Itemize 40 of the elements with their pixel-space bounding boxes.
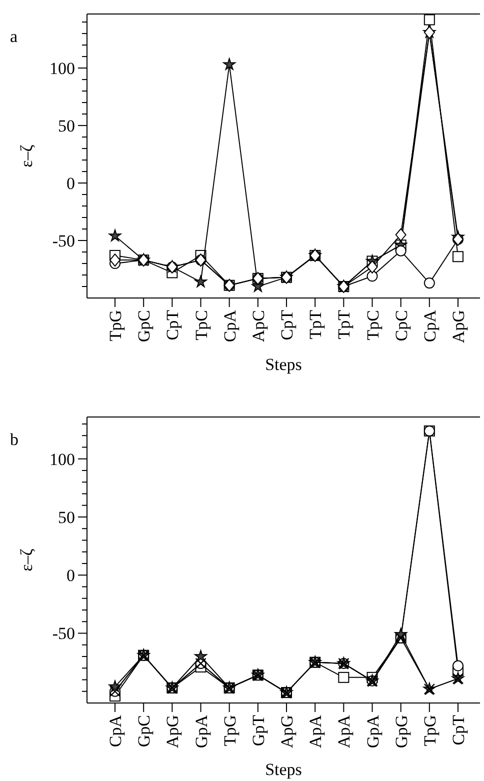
x-tick-label: GpT xyxy=(248,714,268,746)
x-tick-label: ApG xyxy=(163,715,182,748)
x-tick-label: GpA xyxy=(363,714,382,748)
x-axis-title: Steps xyxy=(265,355,302,374)
x-tick-label: ApA xyxy=(306,714,326,748)
x-tick-label: CpT xyxy=(278,309,296,340)
x-tick-label: CpT xyxy=(449,714,468,746)
y-tick-label: -50 xyxy=(52,624,75,644)
x-tick-label: TpC xyxy=(363,310,382,340)
x-tick-label: CpT xyxy=(163,309,182,340)
y-tick-label: 50 xyxy=(58,116,75,136)
x-tick-label: TpC xyxy=(192,310,211,340)
text: b xyxy=(10,430,18,449)
y-tick-label: 50 xyxy=(58,508,75,527)
text: a xyxy=(10,27,18,46)
y-tick-label: -50 xyxy=(52,231,75,250)
x-tick-label: GpG xyxy=(392,715,411,748)
x-tick-label: TpG xyxy=(220,715,240,746)
x-tick-label: TpT xyxy=(334,309,354,340)
x-tick-label: CpA xyxy=(220,309,240,342)
x-tick-label: ApG xyxy=(278,715,296,748)
x-tick-label: CpC xyxy=(392,310,411,342)
x-tick-label: CpA xyxy=(420,309,440,342)
x-tick-label: GpA xyxy=(192,714,211,748)
x-tick-label: TpT xyxy=(306,309,326,340)
x-tick-label: ApC xyxy=(248,310,268,342)
x-tick-label: CpA xyxy=(106,714,125,748)
x-axis-title: Steps xyxy=(265,760,302,779)
y-axis-title: ε–ζ xyxy=(17,144,36,168)
x-tick-label: GpC xyxy=(134,310,154,342)
y-tick-label: 100 xyxy=(50,58,75,78)
x-tick-label: TpG xyxy=(106,310,125,342)
x-tick-label: ApA xyxy=(334,714,354,748)
x-tick-label: ApG xyxy=(449,310,468,344)
y-axis-title: ε–ζ xyxy=(17,548,36,572)
y-tick-label: 100 xyxy=(50,450,75,469)
x-tick-label: GpC xyxy=(134,715,154,748)
y-tick-label: 0 xyxy=(66,174,75,193)
x-tick-label: TpG xyxy=(420,715,440,746)
y-tick-label: 0 xyxy=(66,566,75,586)
